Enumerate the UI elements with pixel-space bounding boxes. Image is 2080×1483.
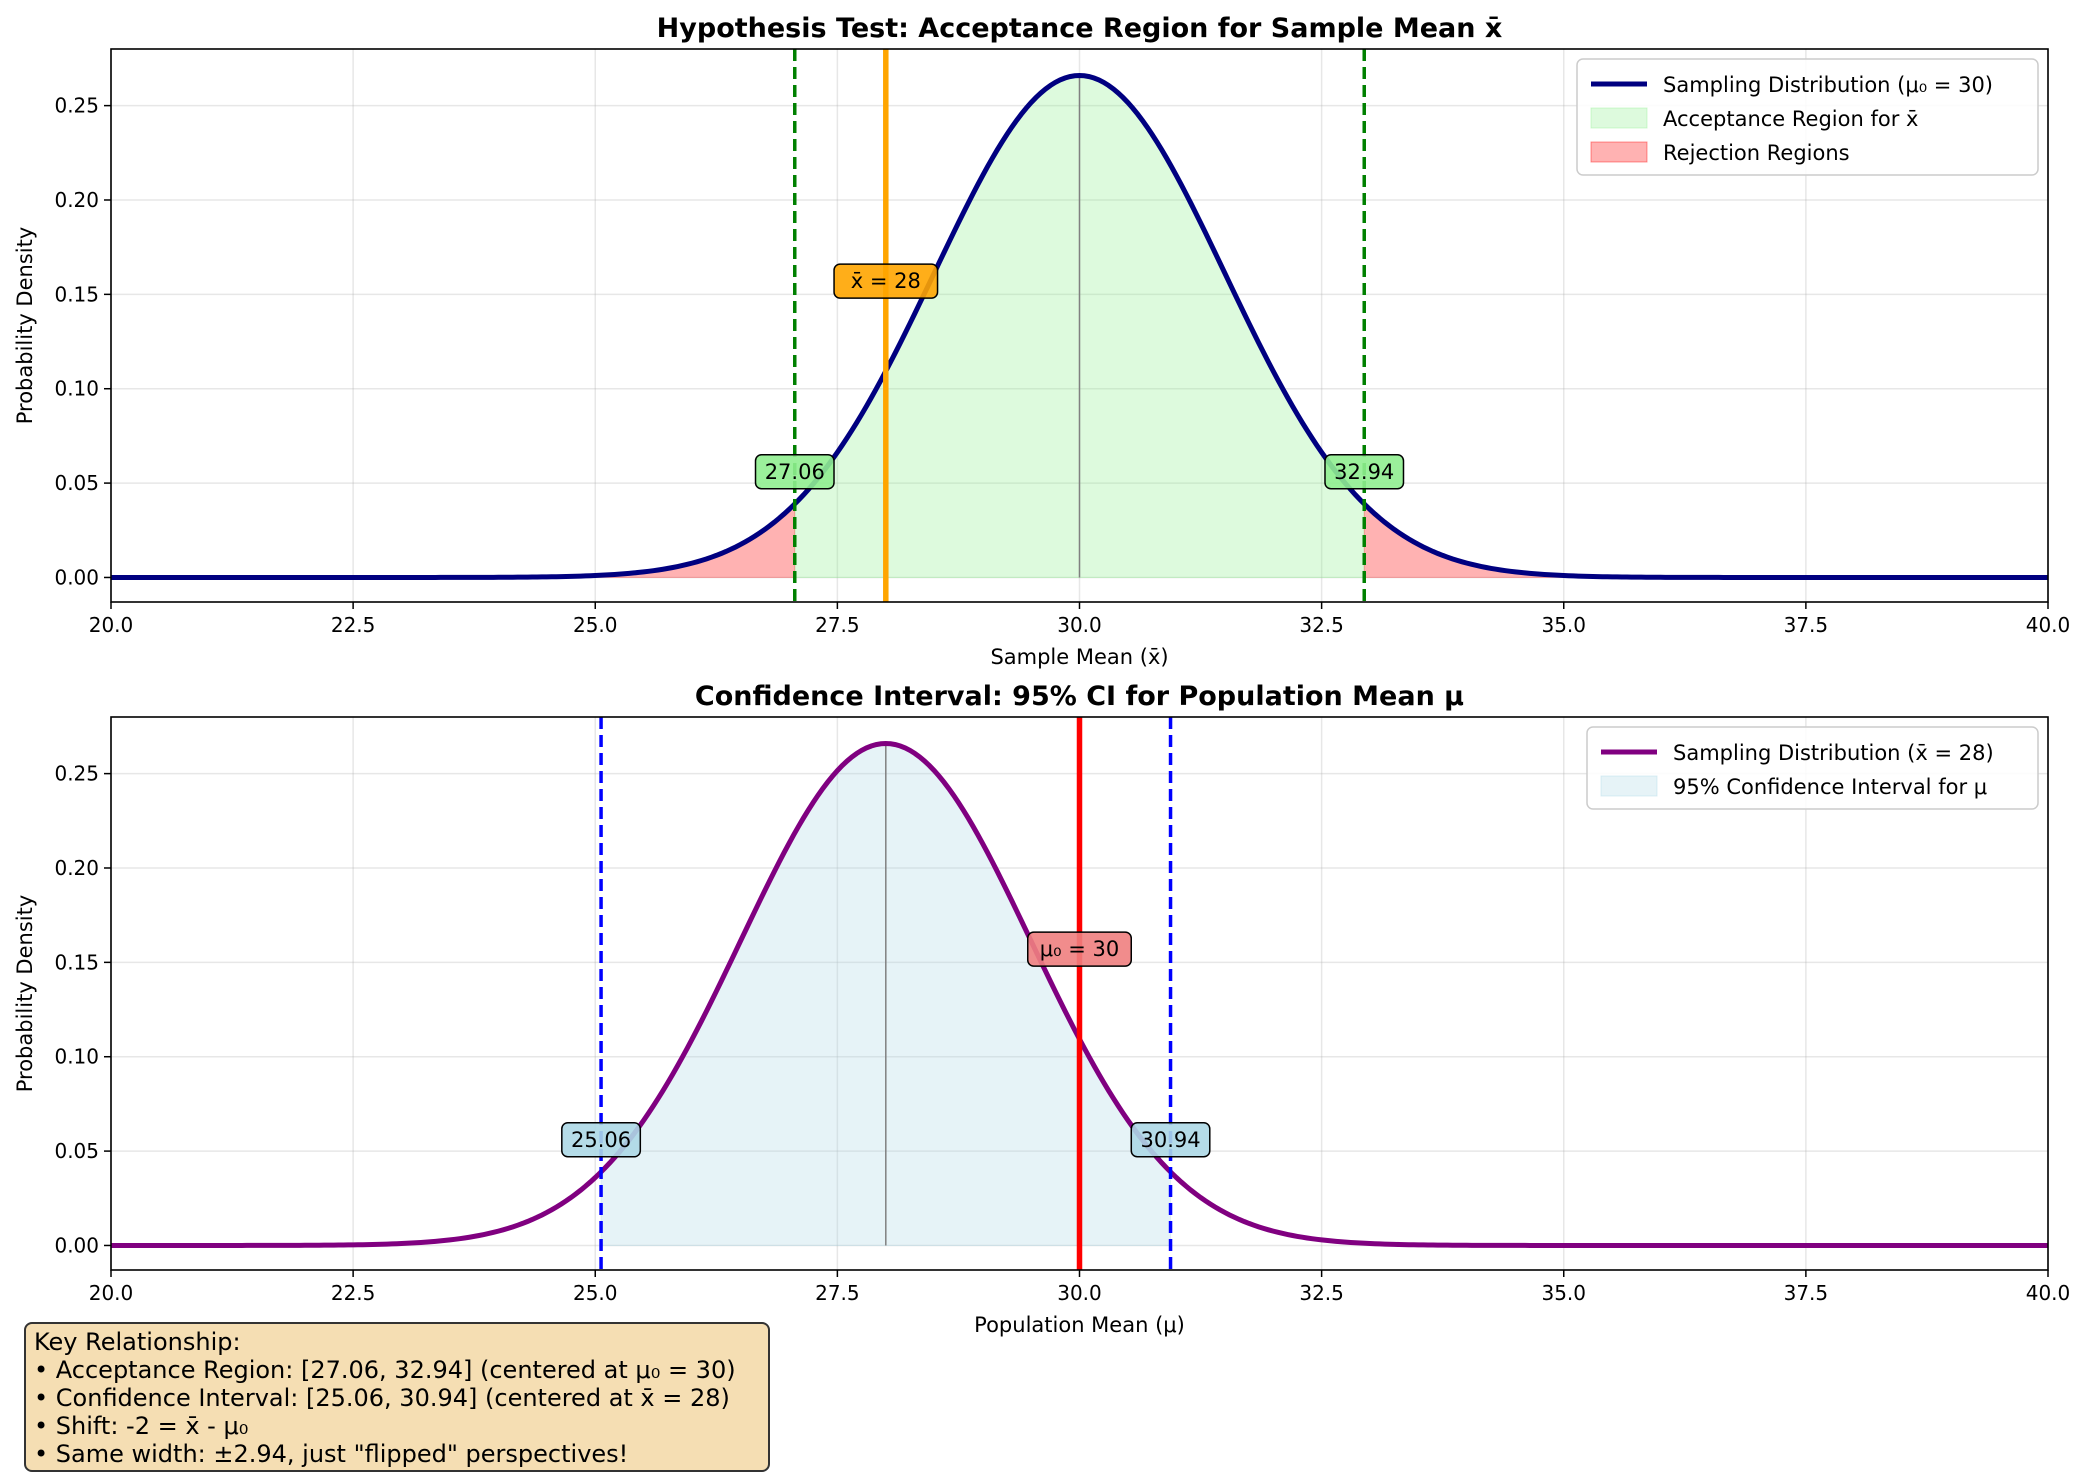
annotation-box	[754, 454, 835, 490]
legend-label: Acceptance Region for x̄	[1663, 107, 1918, 131]
x-tick-label: 27.5	[815, 613, 860, 637]
y-tick-label: 0.10	[54, 377, 99, 401]
x-tick-label: 20.0	[89, 1281, 134, 1305]
legend-label: Sampling Distribution (x̄ = 28)	[1673, 741, 1994, 765]
y-tick-label: 0.00	[54, 1233, 99, 1257]
annotation-label: μ₀ = 30	[1040, 937, 1119, 961]
distribution-curve	[111, 72, 2048, 580]
y-tick-label: 0.20	[54, 856, 99, 880]
x-tick-label: 35.0	[1541, 1281, 1586, 1305]
annotation-box	[1130, 1122, 1211, 1158]
legend-label: Sampling Distribution (μ₀ = 30)	[1663, 73, 1993, 97]
y-tick-label: 0.20	[54, 188, 99, 212]
x-tick-label: 20.0	[89, 613, 134, 637]
annotation-box	[561, 1122, 642, 1158]
x-tick-label: 25.0	[573, 613, 618, 637]
legend-swatch-patch	[1600, 775, 1658, 797]
y-tick-label: 0.25	[54, 762, 99, 786]
x-tick-label: 32.5	[1299, 613, 1344, 637]
legend-label: Rejection Regions	[1663, 141, 1850, 165]
annotation-box	[1027, 931, 1132, 967]
y-axis-label: Probability Density	[13, 895, 37, 1093]
chart-panel-2: 20.0 22.5 25.0 27.5 30.0 32.5 35.0 37.5 40.0 0.00…	[13, 681, 2070, 1337]
legend-box	[1586, 726, 2039, 810]
x-axis-label: Sample Mean (x̄)	[990, 645, 1168, 669]
x-tick-label: 25.0	[573, 1281, 618, 1305]
annotation-label: 30.94	[1140, 1128, 1200, 1152]
y-tick-label: 0.15	[54, 950, 99, 974]
x-tick-label: 32.5	[1299, 1281, 1344, 1305]
key-box-title: Key Relationship:	[34, 1328, 241, 1356]
y-tick-label: 0.15	[54, 282, 99, 306]
key-box-line: • Acceptance Region: [27.06, 32.94] (cen…	[34, 1356, 736, 1384]
y-tick-label: 0.00	[54, 565, 99, 589]
annotation-label: 32.94	[1334, 460, 1394, 484]
legend-box	[1576, 58, 2039, 176]
legend: Sampling Distribution (x̄ = 28) 95% Confi…	[1586, 726, 2039, 810]
y-axis-label: Probability Density	[13, 227, 37, 425]
chart-panel-1: 20.0 22.5 25.0 27.5 30.0 32.5 35.0 37.5 40.0 0.00…	[13, 13, 2070, 669]
x-tick-label: 35.0	[1541, 613, 1586, 637]
legend: Sampling Distribution (μ₀ = 30) Acceptanc…	[1576, 58, 2039, 176]
y-tick-label: 0.10	[54, 1045, 99, 1069]
y-tick-label: 0.05	[54, 1139, 99, 1163]
right-tail-fill-area	[1363, 502, 2049, 578]
x-tick-label: 22.5	[331, 613, 376, 637]
key-box-line: • Confidence Interval: [25.06, 30.94] (c…	[34, 1384, 730, 1412]
chart-title: Confidence Interval: 95% CI for Populati…	[695, 681, 1464, 712]
y-tick-label: 0.25	[54, 94, 99, 118]
x-tick-label: 22.5	[331, 1281, 376, 1305]
annotation-label: 25.06	[571, 1128, 631, 1152]
legend-swatch-patch	[1590, 107, 1648, 129]
annotation-box	[833, 263, 939, 299]
x-tick-label: 40.0	[2026, 1281, 2071, 1305]
annotation-label: x̄ = 28	[851, 269, 921, 293]
x-tick-label: 30.0	[1057, 1281, 1102, 1305]
x-tick-label: 30.0	[1057, 613, 1102, 637]
x-tick-label: 37.5	[1784, 613, 1829, 637]
x-axis-label: Population Mean (μ)	[974, 1313, 1185, 1337]
key-relationship-box: Key Relationship: • Acceptance Region: […	[24, 1322, 770, 1472]
annotation-label: 27.06	[765, 460, 825, 484]
annotation-box	[1324, 454, 1405, 490]
x-tick-label: 27.5	[815, 1281, 860, 1305]
left-tail-fill-area	[110, 502, 796, 578]
legend-swatch-patch	[1590, 141, 1648, 163]
legend-label: 95% Confidence Interval for μ	[1673, 775, 1987, 799]
chart-title: Hypothesis Test: Acceptance Region for S…	[657, 13, 1503, 44]
key-box-line: • Same width: ±2.94, just "flipped" pers…	[34, 1440, 629, 1468]
key-box-line: • Shift: -2 = x̄ - μ₀	[34, 1412, 249, 1440]
x-tick-label: 37.5	[1784, 1281, 1829, 1305]
y-tick-label: 0.05	[54, 471, 99, 495]
x-tick-label: 40.0	[2026, 613, 2071, 637]
